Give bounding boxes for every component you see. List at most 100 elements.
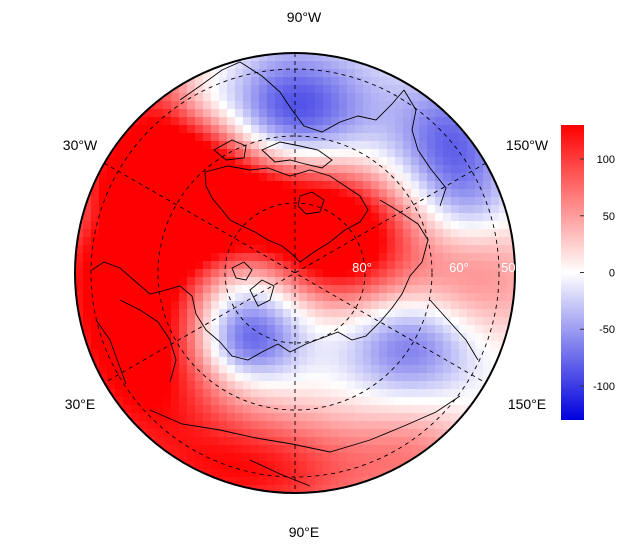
field-cell [227, 413, 236, 422]
field-cell [331, 413, 340, 422]
field-cell [131, 357, 140, 366]
field-cell [363, 389, 372, 398]
field-cell [387, 237, 396, 246]
field-cell [211, 293, 220, 302]
field-cell [251, 293, 260, 302]
field-cell [123, 117, 132, 126]
field-cell [363, 109, 372, 118]
field-cell [195, 197, 204, 206]
field-cell [123, 181, 132, 190]
field-cell [227, 77, 236, 86]
field-cell [411, 125, 420, 134]
field-cell [291, 325, 300, 334]
field-cell [379, 61, 388, 70]
field-cell [331, 365, 340, 374]
field-cell [179, 197, 188, 206]
field-cell [323, 253, 332, 262]
field-cell [259, 357, 268, 366]
field-cell [139, 141, 148, 150]
field-cell [259, 309, 268, 318]
field-cell [491, 205, 500, 214]
field-cell [467, 333, 476, 342]
field-cell [131, 165, 140, 174]
field-cell [211, 141, 220, 150]
field-cell [403, 293, 412, 302]
field-cell [323, 453, 332, 462]
field-cell [507, 341, 515, 350]
field-cell [347, 205, 356, 214]
field-cell [339, 93, 348, 102]
field-cell [283, 101, 292, 110]
field-cell [355, 437, 364, 446]
field-cell [291, 189, 300, 198]
field-cell [427, 157, 436, 166]
field-cell [275, 301, 284, 310]
field-cell [483, 277, 492, 286]
field-cell [259, 61, 268, 70]
field-cell [339, 237, 348, 246]
field-cell [419, 229, 428, 238]
field-cell [451, 365, 460, 374]
field-cell [491, 213, 500, 222]
field-cell [251, 445, 260, 454]
field-cell [315, 253, 324, 262]
field-cell [235, 317, 244, 326]
field-cell [435, 165, 444, 174]
field-cell [187, 357, 196, 366]
field-cell [115, 197, 124, 206]
field-cell [427, 397, 436, 406]
field-cell [227, 205, 236, 214]
field-cell [147, 293, 156, 302]
field-cell [267, 245, 276, 254]
field-cell [339, 229, 348, 238]
field-cell [371, 381, 380, 390]
field-cell [91, 181, 100, 190]
field-cell [163, 109, 172, 118]
field-cell [227, 445, 236, 454]
field-cell [179, 453, 188, 462]
field-cell [483, 285, 492, 294]
field-cell [99, 149, 108, 158]
field-cell [395, 445, 404, 454]
field-cell [379, 213, 388, 222]
field-cell [243, 445, 252, 454]
field-cell [179, 269, 188, 278]
field-cell [211, 253, 220, 262]
field-cell [395, 341, 404, 350]
field-cell [411, 101, 420, 110]
field-cell [331, 429, 340, 438]
field-cell [139, 237, 148, 246]
field-cell [187, 261, 196, 270]
field-cell [355, 445, 364, 454]
field-cell [187, 469, 196, 478]
field-cell [299, 149, 308, 158]
lat-circle-70 [157, 135, 433, 411]
field-cell [291, 381, 300, 390]
field-cell [219, 69, 228, 78]
field-cell [163, 205, 172, 214]
field-cell [275, 389, 284, 398]
field-cell [75, 197, 84, 206]
field-cell [179, 141, 188, 150]
field-cell [291, 237, 300, 246]
field-cell [179, 445, 188, 454]
field-cell [243, 309, 252, 318]
field-cell [275, 173, 284, 182]
field-cell [99, 253, 108, 262]
field-cell [491, 293, 500, 302]
field-cell [171, 301, 180, 310]
field-cell [75, 253, 84, 262]
field-cell [219, 405, 228, 414]
field-cell [347, 349, 356, 358]
field-cell [275, 237, 284, 246]
field-cell [275, 141, 284, 150]
field-cell [187, 349, 196, 358]
field-cell [315, 445, 324, 454]
field-cell [403, 165, 412, 174]
field-cell [203, 429, 212, 438]
field-cell [155, 141, 164, 150]
field-cell [483, 173, 492, 182]
field-cell [459, 325, 468, 334]
field-cell [227, 149, 236, 158]
field-cell [251, 61, 260, 70]
